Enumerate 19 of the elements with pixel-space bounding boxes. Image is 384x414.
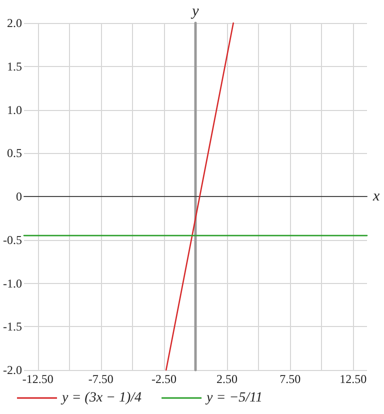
x-tick-label: 12.50: [340, 372, 367, 386]
legend-label: y = −5/11: [204, 390, 263, 406]
y-tick-label: 1.0: [6, 102, 22, 117]
x-tick-label: -7.50: [88, 372, 114, 386]
y-tick-label: 0: [16, 190, 22, 204]
legend-label: y = (3x − 1)/4: [60, 390, 142, 406]
x-tick-label: -2.50: [151, 372, 176, 386]
y-tick-label: 2.0: [6, 16, 22, 30]
x-tick-label: 7.50: [280, 372, 301, 386]
y-tick-label: 1.5: [6, 59, 22, 74]
y-tick-label: -1.5: [2, 320, 22, 334]
x-tick-label: 2.50: [216, 372, 238, 386]
y-tick-label: -2.0: [2, 363, 22, 377]
y-tick-label: -1.0: [2, 276, 22, 290]
x-tick-label: -12.50: [22, 372, 54, 386]
y-axis-title: y: [190, 4, 200, 20]
y-tick-label: -0.5: [2, 232, 22, 247]
x-axis-title: x: [372, 188, 380, 204]
y-tick-label: 0.5: [6, 146, 22, 160]
